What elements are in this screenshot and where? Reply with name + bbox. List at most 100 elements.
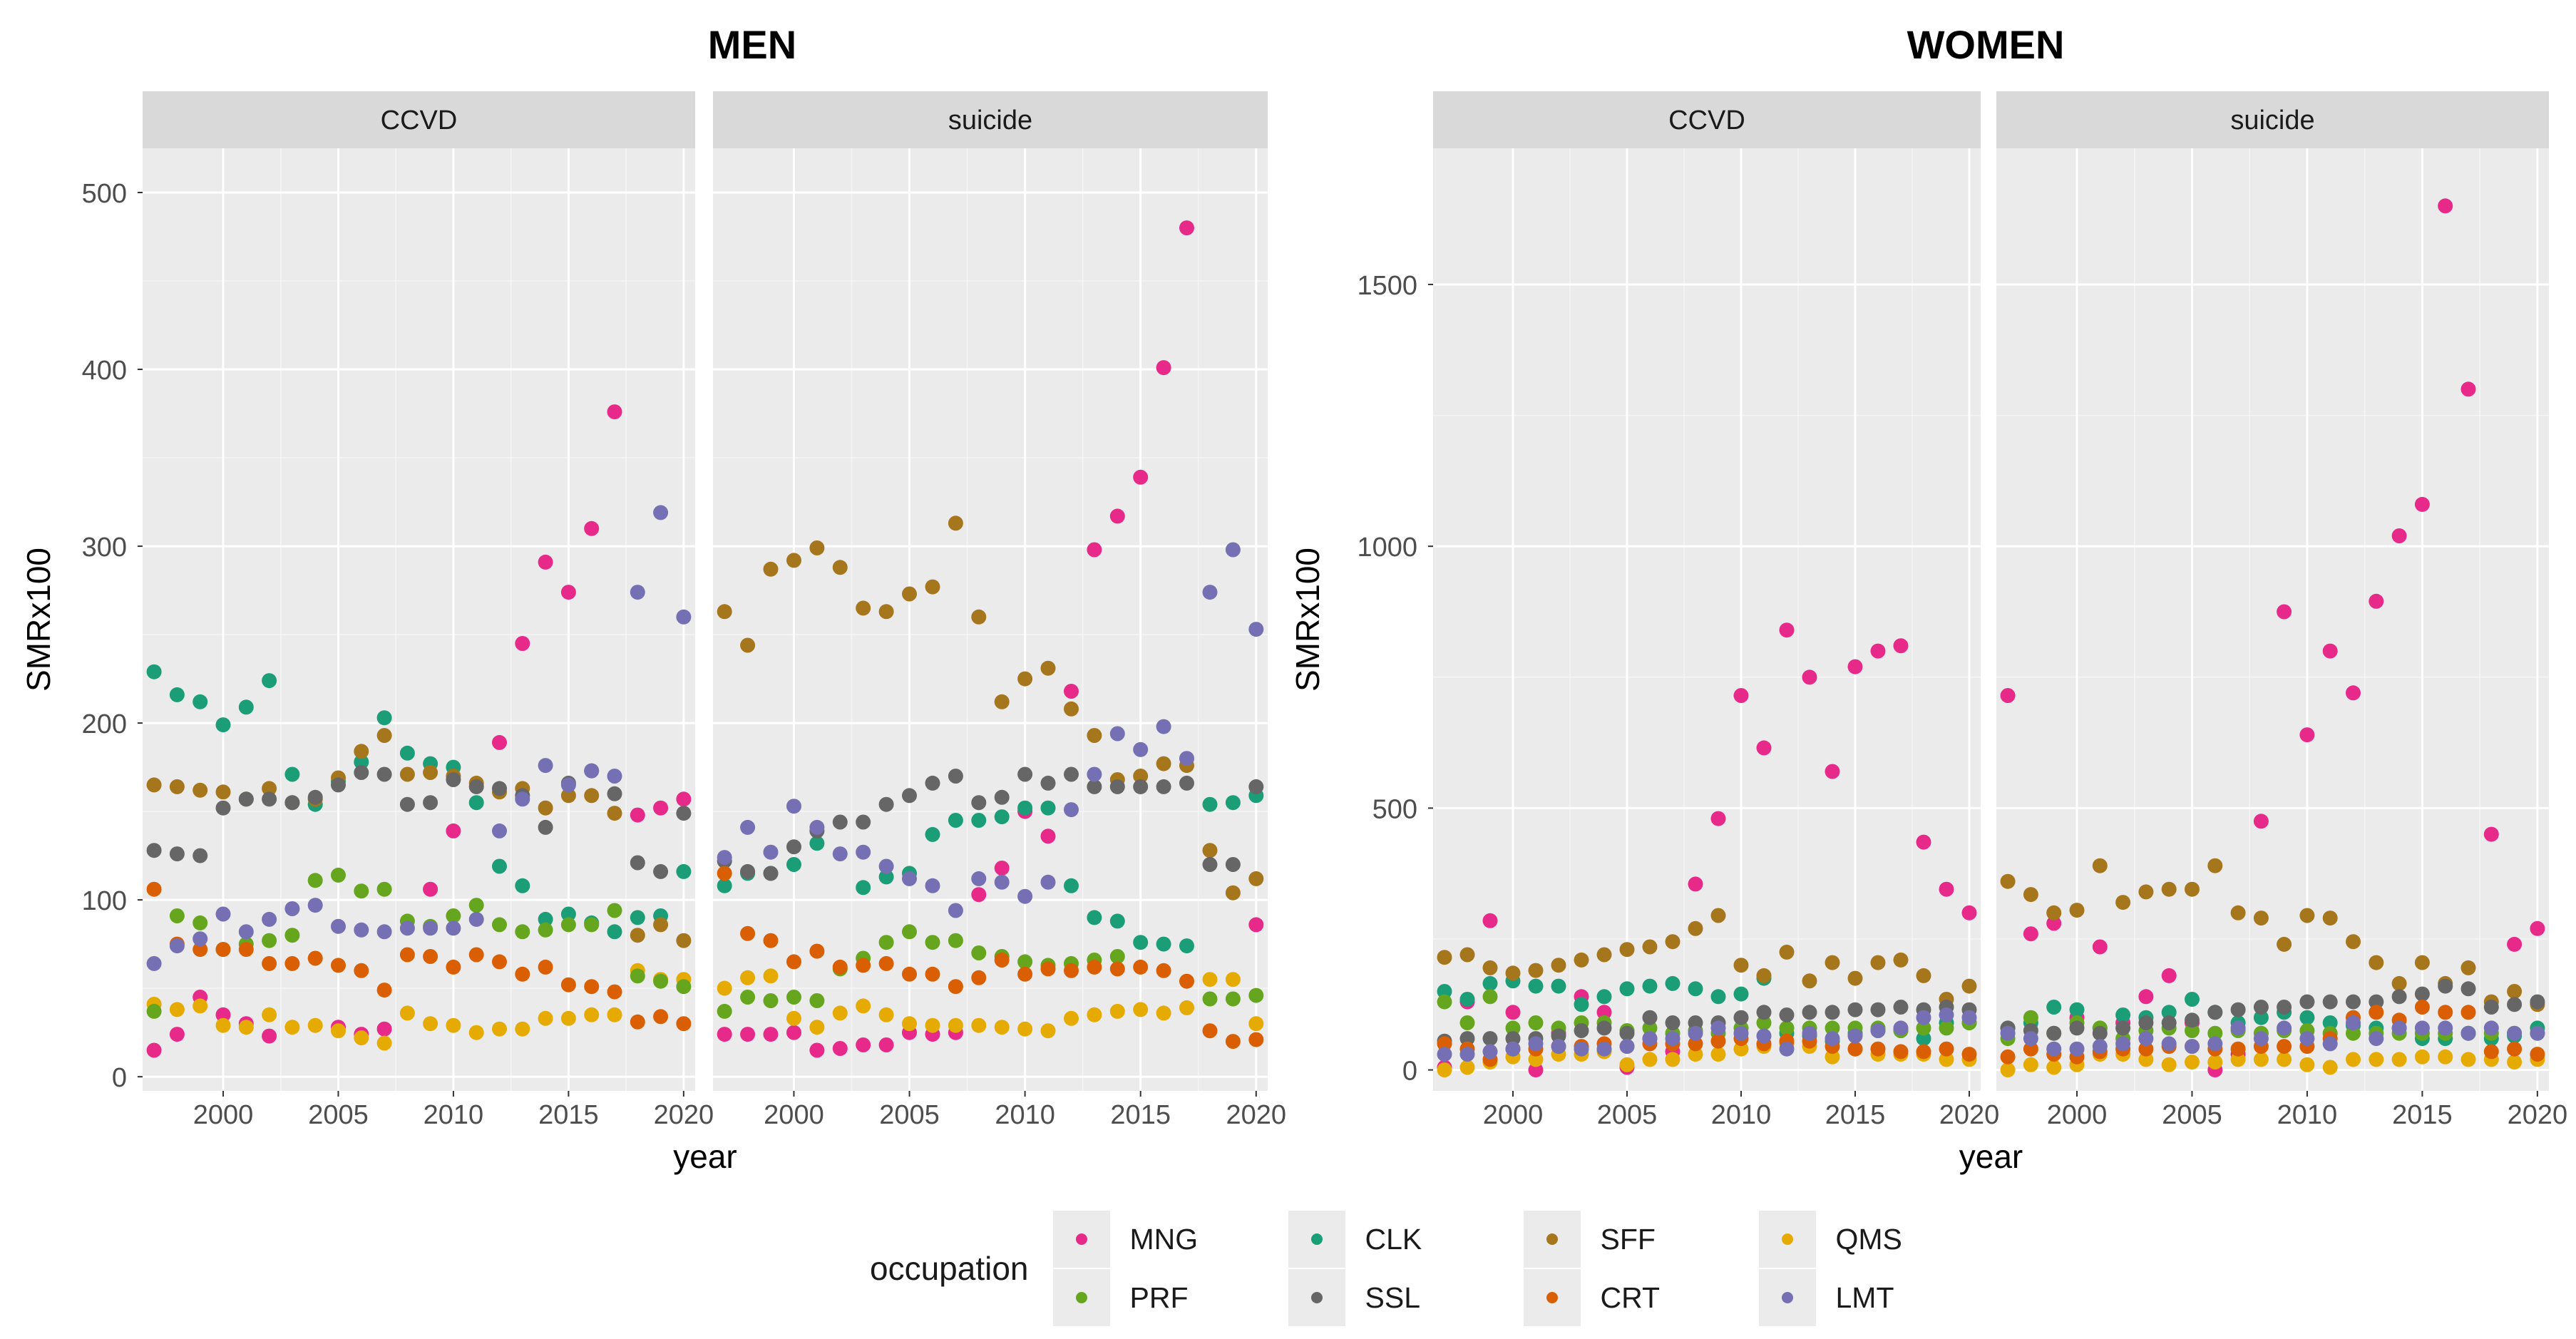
point-qms bbox=[1710, 1047, 1726, 1062]
x-tick-label: 2000 bbox=[2047, 1100, 2108, 1130]
legend-dot-icon bbox=[1075, 1233, 1087, 1245]
point-qms bbox=[994, 1020, 1010, 1035]
point-ssl bbox=[376, 766, 392, 782]
point-mng bbox=[2092, 939, 2108, 955]
point-qms bbox=[1437, 1062, 1452, 1078]
point-mng bbox=[1688, 876, 1703, 892]
point-crt bbox=[584, 979, 600, 995]
point-prf bbox=[538, 922, 553, 938]
point-ssl bbox=[1551, 1028, 1566, 1044]
point-mng bbox=[515, 636, 530, 651]
point-lmt bbox=[2391, 1020, 2407, 1036]
point-qms bbox=[2322, 1060, 2338, 1075]
point-lmt bbox=[1825, 1031, 1840, 1047]
point-sff bbox=[676, 933, 692, 948]
point-qms bbox=[1825, 1049, 1840, 1064]
point-ssl bbox=[468, 779, 484, 794]
point-qms bbox=[1225, 972, 1241, 987]
point-prf bbox=[1528, 1015, 1544, 1030]
point-sff bbox=[2185, 881, 2200, 897]
point-qms bbox=[2185, 1055, 2200, 1070]
legend-key bbox=[1523, 1269, 1581, 1326]
point-qms bbox=[238, 1020, 254, 1035]
point-prf bbox=[1505, 1020, 1521, 1036]
point-ssl bbox=[2253, 1000, 2269, 1015]
point-lmt bbox=[1802, 1025, 1817, 1041]
point-clk bbox=[1596, 989, 1612, 1005]
point-mng bbox=[607, 404, 622, 420]
point-lmt bbox=[1040, 874, 1056, 890]
point-crt bbox=[492, 954, 507, 970]
point-mng bbox=[740, 1027, 756, 1042]
point-ssl bbox=[538, 819, 553, 835]
point-lmt bbox=[169, 938, 185, 954]
point-lmt bbox=[948, 903, 963, 918]
point-prf bbox=[607, 903, 622, 918]
point-qms bbox=[2046, 1060, 2062, 1075]
point-clk bbox=[2299, 1010, 2315, 1025]
point-ssl bbox=[1596, 1020, 1612, 1036]
point-prf bbox=[307, 873, 323, 888]
point-crt bbox=[856, 958, 871, 973]
point-clk bbox=[2161, 1005, 2177, 1020]
point-qms bbox=[832, 1005, 848, 1021]
point-mng bbox=[1893, 638, 1909, 654]
point-ssl bbox=[2115, 1020, 2131, 1036]
point-ssl bbox=[1225, 857, 1241, 872]
panel-background bbox=[1996, 148, 2549, 1091]
point-qms bbox=[1017, 1021, 1033, 1037]
point-crt bbox=[717, 866, 732, 881]
point-sff bbox=[1528, 963, 1544, 978]
point-qms bbox=[2391, 1052, 2407, 1067]
point-sff bbox=[1642, 939, 1658, 955]
point-sff bbox=[948, 515, 963, 531]
facet-label: suicide bbox=[948, 106, 1032, 135]
point-lmt bbox=[1916, 1010, 1931, 1025]
point-qms bbox=[2414, 1049, 2430, 1064]
point-crt bbox=[630, 1014, 645, 1030]
point-prf bbox=[630, 968, 645, 984]
point-mng bbox=[2460, 381, 2476, 397]
point-clk bbox=[809, 836, 825, 851]
point-ssl bbox=[2069, 1020, 2085, 1036]
point-clk bbox=[515, 878, 530, 893]
point-crt bbox=[538, 959, 553, 975]
point-ssl bbox=[948, 769, 963, 784]
point-mng bbox=[2369, 593, 2384, 609]
point-lmt bbox=[2115, 1036, 2131, 1052]
point-ssl bbox=[1087, 779, 1102, 794]
point-sff bbox=[1574, 952, 1589, 968]
point-sff bbox=[1733, 958, 1749, 973]
facet-strip bbox=[1996, 91, 2549, 148]
point-sff bbox=[2299, 908, 2315, 923]
x-axis-label: year bbox=[673, 1138, 737, 1175]
point-crt bbox=[2023, 1041, 2038, 1057]
point-qms bbox=[971, 1017, 987, 1033]
point-qms bbox=[2507, 1055, 2523, 1070]
point-sff bbox=[2322, 910, 2338, 926]
point-lmt bbox=[878, 858, 894, 874]
point-mng bbox=[1064, 684, 1079, 699]
point-ssl bbox=[2391, 989, 2407, 1005]
point-qms bbox=[2438, 1049, 2453, 1064]
point-sff bbox=[1916, 968, 1931, 983]
point-crt bbox=[2460, 1005, 2476, 1020]
point-crt bbox=[948, 979, 963, 995]
point-mng bbox=[1482, 913, 1498, 928]
point-ssl bbox=[971, 795, 987, 811]
point-ssl bbox=[2185, 1012, 2200, 1028]
point-ssl bbox=[786, 839, 801, 855]
point-sff bbox=[1825, 955, 1840, 970]
point-prf bbox=[653, 973, 669, 989]
point-sff bbox=[1459, 947, 1475, 963]
point-sff bbox=[740, 637, 756, 653]
point-lmt bbox=[1596, 1041, 1612, 1057]
point-ssl bbox=[2483, 1000, 2499, 1015]
point-crt bbox=[1133, 959, 1149, 975]
point-sff bbox=[1802, 973, 1817, 989]
facet-strip bbox=[713, 91, 1268, 148]
point-prf bbox=[1459, 1015, 1475, 1030]
point-mng bbox=[2253, 814, 2269, 829]
point-mng bbox=[1133, 469, 1149, 485]
legend-key bbox=[1758, 1269, 1816, 1326]
